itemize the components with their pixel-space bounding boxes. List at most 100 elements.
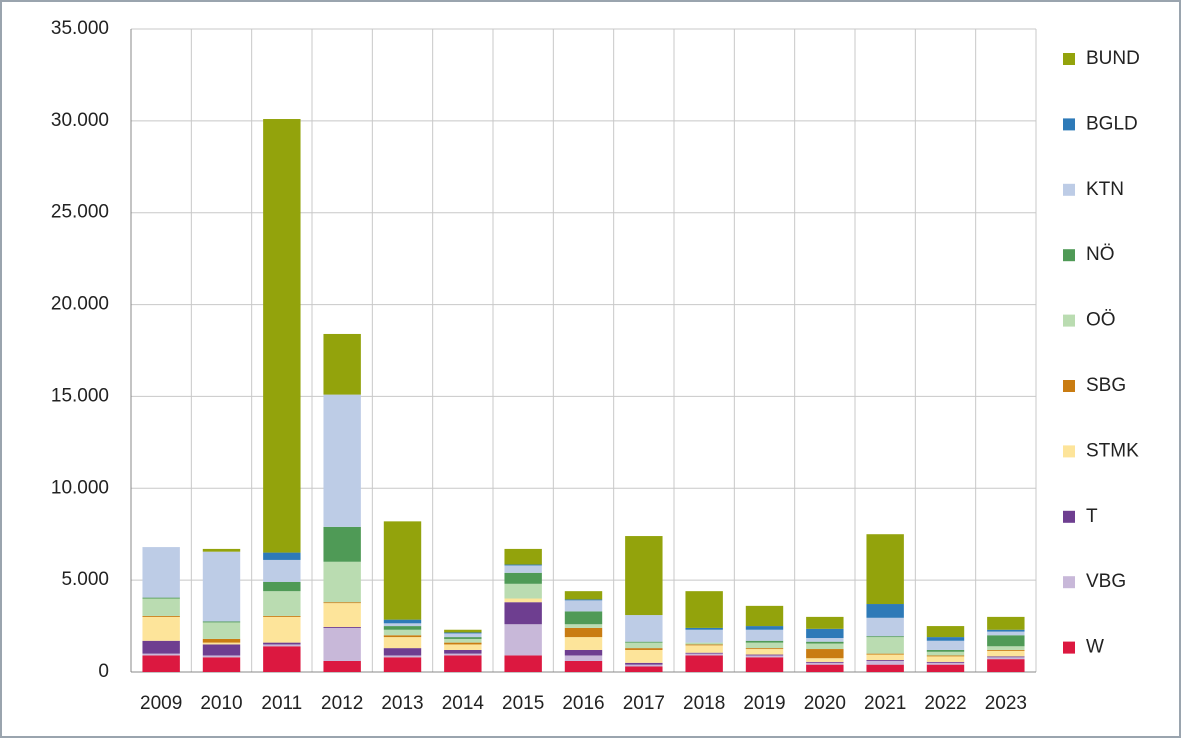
y-tick-label: 15.000: [51, 385, 109, 406]
bar-segment: [202, 622, 241, 639]
bar-segment: [564, 655, 603, 661]
bar-segment: [866, 654, 904, 661]
legend-label: SBG: [1086, 375, 1126, 396]
bar-segment: [987, 657, 1025, 660]
bar-segment: [806, 662, 844, 665]
bar-segment: [987, 650, 1025, 657]
x-tick-label: 2012: [321, 693, 363, 714]
bar-segment: [323, 602, 361, 604]
bar-segment: [625, 662, 663, 665]
legend-label: KTN: [1086, 179, 1124, 200]
bar-segment: [926, 664, 965, 672]
bar-segment: [625, 664, 663, 667]
bar-segment: [142, 616, 180, 641]
x-tick-label: 2019: [743, 693, 785, 714]
bar-segment: [263, 616, 301, 643]
bar-segment: [564, 649, 603, 656]
bar-segment: [383, 521, 422, 620]
bar-segment: [564, 627, 603, 638]
bar-segment: [866, 660, 904, 665]
bar-segment: [564, 611, 603, 625]
y-tick-label: 25.000: [51, 202, 109, 223]
bar-segment: [685, 591, 723, 628]
bar-segment: [202, 642, 241, 645]
legend-swatch: [1063, 53, 1075, 65]
bar-segment: [564, 591, 603, 600]
legend-swatch: [1063, 380, 1075, 392]
bar-segment: [504, 564, 542, 566]
bar-segment: [263, 119, 301, 553]
bar-segment: [685, 653, 723, 656]
bar-segment: [564, 637, 603, 650]
bar-segment: [685, 652, 723, 654]
legend-swatch: [1063, 576, 1075, 589]
bar-segment: [806, 638, 844, 642]
bar-segment: [866, 604, 904, 618]
bar-segment: [866, 617, 904, 637]
bar-segment: [745, 626, 784, 630]
bar-segment: [745, 605, 784, 627]
bar-segment: [625, 642, 663, 649]
bar-segment: [142, 655, 180, 672]
legend-swatch: [1063, 510, 1075, 523]
y-tick-label: 35.000: [51, 18, 109, 39]
bar-segment: [504, 602, 542, 625]
bar-segment: [444, 638, 482, 643]
bar-segment: [625, 649, 663, 663]
x-tick-label: 2017: [623, 693, 665, 714]
bar-segment: [202, 551, 241, 622]
bar-segment: [806, 649, 844, 659]
legend-swatch: [1063, 249, 1075, 262]
legend-label: W: [1086, 637, 1104, 658]
legend-swatch: [1063, 183, 1075, 196]
legend-label: T: [1086, 506, 1098, 527]
bar-segment: [142, 547, 180, 598]
bar-segment: [444, 642, 482, 645]
bar-segment: [323, 626, 361, 628]
bar-segment: [383, 626, 422, 630]
bar-segment: [866, 653, 904, 655]
bar-segment: [564, 660, 603, 672]
legend-swatch: [1063, 641, 1075, 654]
bar-segment: [323, 561, 361, 603]
bar-segment: [806, 616, 844, 629]
bar-segment: [323, 526, 361, 562]
legend-swatch: [1063, 314, 1075, 327]
bar-segment: [625, 536, 663, 616]
bar-segment: [444, 629, 482, 633]
bar-segment: [987, 646, 1025, 650]
bar-segment: [745, 649, 784, 655]
bar-segment: [685, 644, 723, 646]
bar-segment: [926, 640, 965, 650]
bar-segment: [685, 645, 723, 653]
bar-segment: [444, 633, 482, 638]
bar-segment: [142, 640, 180, 654]
bar-segment: [263, 591, 301, 616]
bar-segment: [263, 642, 301, 645]
bar-segment: [926, 656, 965, 662]
bar-segment: [444, 653, 482, 656]
bar-segment: [263, 552, 301, 560]
x-tick-label: 2023: [985, 693, 1027, 714]
x-tick-label: 2013: [381, 693, 423, 714]
x-tick-label: 2018: [683, 693, 725, 714]
bar-segment: [926, 662, 965, 665]
bar-segment: [504, 565, 542, 573]
bar-segment: [504, 548, 542, 565]
bar-segment: [142, 597, 180, 599]
bar-segment: [745, 640, 784, 643]
bar-segment: [685, 629, 723, 643]
y-tick-label: 5.000: [61, 569, 109, 590]
bar-segment: [987, 635, 1025, 647]
x-tick-label: 2021: [864, 693, 906, 714]
bar-segment: [202, 548, 241, 552]
bar-segment: [383, 637, 422, 649]
bar-segment: [263, 559, 301, 582]
bar-segment: [383, 657, 422, 672]
x-tick-label: 2011: [261, 693, 302, 714]
bar-segment: [504, 583, 542, 599]
bar-segment: [444, 644, 482, 650]
bar-segment: [926, 649, 965, 652]
bar-segment: [263, 615, 301, 617]
